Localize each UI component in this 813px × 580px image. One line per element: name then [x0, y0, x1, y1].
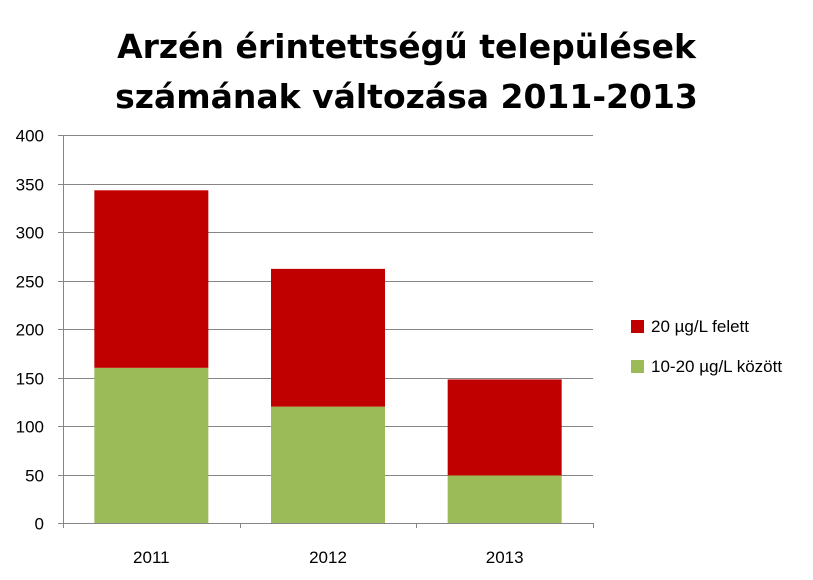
axes — [58, 135, 594, 528]
axis-labels: 0 50 100 150 200 250 300 350 400 2011 2012 2013 — [16, 127, 524, 568]
y-tick-label: 300 — [16, 224, 44, 243]
legend-label-0: 20 µg/L felett — [651, 317, 749, 336]
y-tick-label: 250 — [16, 273, 44, 292]
legend-swatch-0 — [631, 320, 644, 333]
y-tick-label: 200 — [16, 321, 44, 340]
bar-2011-series-0 — [94, 367, 209, 523]
y-tick-label: 50 — [25, 467, 44, 486]
legend-label-1: 10-20 µg/L között — [651, 357, 782, 376]
chart-title-line-2: számának változása 2011-2013 — [115, 77, 698, 116]
y-tick-label: 100 — [16, 418, 44, 437]
legend: 20 µg/L felett 10-20 µg/L között — [631, 317, 782, 376]
bar-2013-series-0 — [447, 475, 562, 523]
x-tick-label: 2012 — [309, 548, 347, 567]
chart-title: Arzén érintettségű települések számának … — [0, 22, 813, 122]
x-tick-label: 2011 — [133, 548, 170, 567]
legend-swatch-1 — [631, 360, 644, 373]
bar-2013-series-1 — [447, 379, 562, 476]
y-tick-label: 0 — [35, 515, 44, 534]
y-tick-label: 350 — [16, 176, 44, 195]
y-tick-label: 150 — [16, 370, 44, 389]
bar-2011-series-1 — [94, 190, 209, 368]
bar-2012-series-1 — [271, 268, 385, 407]
x-tick-label: 2013 — [486, 548, 524, 567]
bars — [94, 190, 562, 523]
chart-title-line-1: Arzén érintettségű települések — [117, 27, 696, 66]
y-tick-label: 400 — [16, 127, 44, 146]
bar-2012-series-0 — [271, 406, 385, 523]
